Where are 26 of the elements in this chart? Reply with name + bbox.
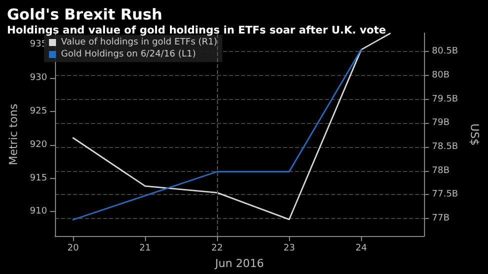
- x-tick-label: 21: [139, 244, 151, 254]
- y-axis-title: Metric tons: [7, 104, 20, 166]
- y2-axis-title: US$: [468, 124, 481, 146]
- y2-tick-label: 79.5B: [432, 94, 458, 104]
- y2-tick-label: 80.5B: [432, 46, 458, 57]
- y-tick-label: 925: [30, 106, 48, 116]
- y-tick-label: 935: [30, 40, 48, 50]
- y2-tick-label: 77B: [432, 213, 450, 224]
- x-tick-label: 22: [211, 244, 223, 254]
- y-tick-label: 920: [30, 140, 48, 150]
- y-tick-label: 910: [30, 206, 48, 217]
- y-tick-label: 915: [30, 173, 48, 184]
- legend-label: Value of holdings in gold ETFs (R1): [61, 38, 218, 48]
- y2-tick-label: 78B: [432, 166, 450, 176]
- x-tick-label: 23: [283, 244, 295, 254]
- x-axis-title: Jun 2016: [214, 257, 264, 270]
- legend-label: Gold Holdings on 6/24/16 (L1): [61, 50, 196, 60]
- chart-title: Gold's Brexit Rush: [7, 6, 162, 24]
- x-tick-label: 20: [67, 244, 80, 254]
- chart-subtitle: Holdings and value of gold holdings in ETFs soar after U.K. vote: [7, 24, 386, 36]
- y2-tick-label: 80B: [432, 70, 450, 80]
- y-tick-label: 930: [30, 73, 48, 84]
- y2-tick-label: 79B: [432, 118, 450, 128]
- y2-tick-label: 77.5B: [432, 190, 458, 200]
- x-tick-label: 24: [355, 244, 368, 254]
- y2-tick-label: 78.5B: [432, 142, 458, 152]
